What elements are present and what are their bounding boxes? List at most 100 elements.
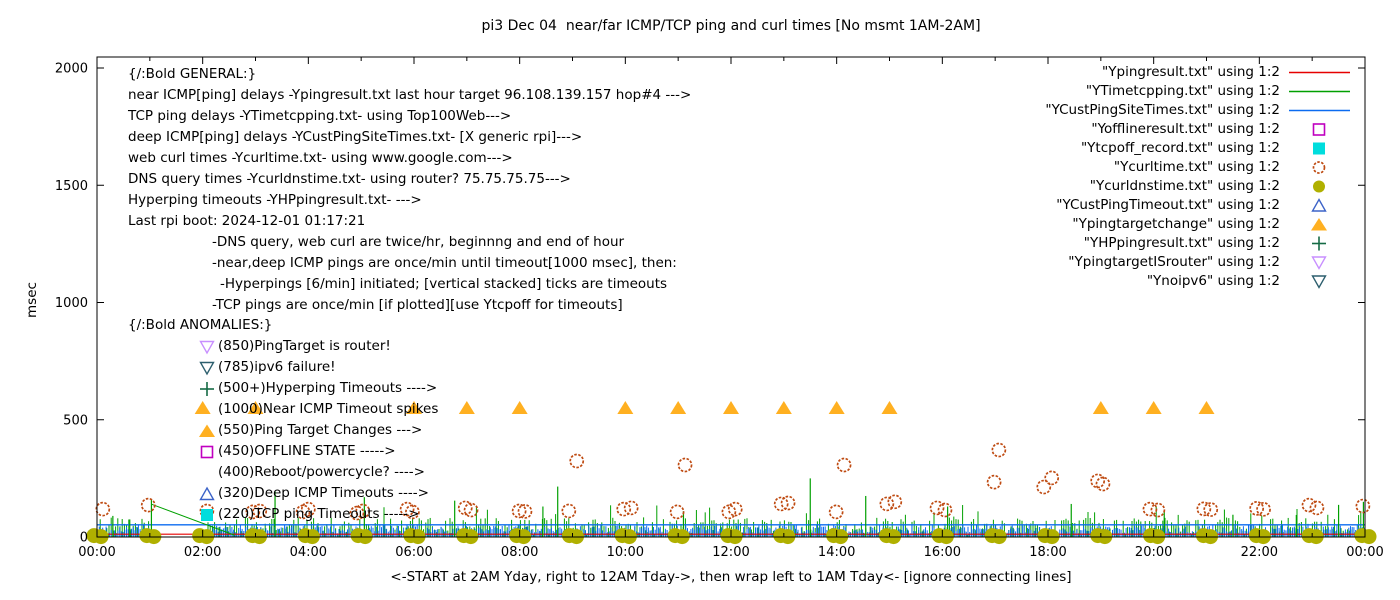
data-point-curl bbox=[879, 496, 895, 512]
legend-label: "YpingtargetISrouter" using 1:2 bbox=[1068, 254, 1280, 270]
chart-title: pi3 Dec 04 near/far ICMP/TCP ping and cu… bbox=[481, 18, 981, 34]
legend-label: "Ypingtargetchange" using 1:2 bbox=[1072, 216, 1280, 232]
marker-triangle-filled-icon bbox=[199, 424, 215, 437]
data-point-curl bbox=[1301, 497, 1317, 513]
data-point-curl bbox=[300, 501, 316, 517]
x-tick-label: 04:00 bbox=[290, 545, 327, 560]
data-point-targetchange bbox=[723, 401, 739, 415]
legend-item: "YpingtargetISrouter" using 1:2 bbox=[0, 253, 1400, 272]
marker-hline-icon bbox=[1289, 90, 1350, 93]
y-tick-label: 2000 bbox=[55, 62, 88, 77]
marker-triangle-down-open-icon bbox=[1311, 275, 1327, 289]
data-point-targetchange bbox=[670, 401, 687, 415]
data-point-targetchange bbox=[458, 401, 475, 415]
y-tick-label: 1500 bbox=[55, 179, 88, 194]
data-point-curl bbox=[1196, 501, 1212, 517]
data-point-curl bbox=[1095, 476, 1111, 492]
y-tick-label: 1000 bbox=[55, 296, 88, 311]
data-point-curl bbox=[929, 500, 945, 516]
data-point-curl bbox=[511, 503, 527, 519]
anomaly-note-line: (785)ipv6 failure! bbox=[218, 359, 336, 375]
marker-triangle-filled-icon bbox=[1311, 218, 1327, 231]
data-point-curl bbox=[937, 502, 953, 518]
marker-triangle-open-icon bbox=[1311, 198, 1327, 212]
legend-item: "Yofflineresult.txt" using 1:2 bbox=[0, 120, 1400, 139]
data-point-curl bbox=[517, 504, 533, 519]
data-point-curl bbox=[1150, 502, 1166, 518]
data-point-curl bbox=[405, 504, 420, 520]
legend-label: "Ynoipv6" using 1:2 bbox=[1146, 273, 1280, 289]
legend-item: "Ycurldnstime.txt" using 1:2 bbox=[0, 177, 1400, 196]
marker-circle-filled-icon bbox=[1313, 180, 1325, 193]
x-tick-label: 14:00 bbox=[818, 545, 855, 560]
data-point-curl bbox=[986, 474, 1002, 490]
legend-item: "YCustPingTimeout.txt" using 1:2 bbox=[0, 196, 1400, 215]
general-note-line: Hyperping timeouts -YHPpingresult.txt- -… bbox=[128, 192, 422, 208]
y-tick-label: 500 bbox=[63, 413, 88, 428]
data-point-curl bbox=[252, 503, 268, 519]
legend-label: "Ytcpoff_record.txt" using 1:2 bbox=[1080, 140, 1280, 156]
data-point-targetchange bbox=[828, 401, 845, 415]
x-tick-label: 22:00 bbox=[1241, 545, 1278, 560]
x-tick-label: 00:00 bbox=[1346, 545, 1383, 560]
anomaly-note-line: (500+)Hyperping Timeouts ----> bbox=[218, 380, 438, 396]
connecting-line bbox=[151, 503, 235, 536]
general-note-line: {/:Bold GENERAL:} bbox=[128, 66, 257, 82]
marker-plus-icon bbox=[1312, 236, 1326, 251]
data-point-curl bbox=[669, 504, 685, 520]
legend-label: "Ycurltime.txt" using 1:2 bbox=[1113, 159, 1280, 175]
anomaly-note-line: (220)TCP ping Timeouts -----> bbox=[218, 506, 420, 522]
data-point-curl bbox=[1309, 500, 1325, 516]
data-point-targetchange bbox=[247, 401, 264, 415]
y-tick-label: 0 bbox=[80, 531, 88, 546]
anomaly-note-line: (550)Ping Target Changes ---> bbox=[218, 422, 423, 438]
x-tick-label: 02:00 bbox=[184, 545, 221, 560]
x-axis-label: <-START at 2AM Yday, right to 12AM Tday-… bbox=[390, 569, 1072, 585]
x-tick-label: 10:00 bbox=[607, 545, 644, 560]
data-point-targetchange bbox=[511, 401, 528, 415]
x-tick-label: 08:00 bbox=[501, 545, 538, 560]
anomaly-note-line: (850)PingTarget is router! bbox=[218, 338, 391, 354]
data-point-curl bbox=[463, 502, 479, 518]
data-point-curl bbox=[780, 495, 796, 511]
data-point-targetchange bbox=[1198, 401, 1215, 415]
data-point-curl bbox=[828, 504, 844, 520]
legend-item: "Ynoipv6" using 1:2 bbox=[0, 272, 1400, 291]
data-point-curl bbox=[295, 504, 311, 520]
general-note-line: -Hyperpings [6/min] initiated; [vertical… bbox=[220, 276, 668, 292]
anomaly-note-line: (1000)Near ICMP Timeout spikes bbox=[218, 401, 439, 417]
marker-square-filled-icon bbox=[201, 509, 213, 521]
data-point-targetchange bbox=[617, 401, 634, 415]
data-point-curl bbox=[95, 501, 111, 517]
data-point-curl bbox=[399, 501, 415, 517]
data-point-curl bbox=[991, 442, 1007, 458]
x-tick-label: 12:00 bbox=[712, 545, 749, 560]
x-tick-label: 06:00 bbox=[395, 545, 432, 560]
marker-triangle-down-open-icon bbox=[199, 340, 215, 355]
legend-item: "Ycurltime.txt" using 1:2 bbox=[0, 158, 1400, 177]
legend-label: "YCustPingTimeout.txt" using 1:2 bbox=[1056, 197, 1280, 213]
data-point-curl bbox=[1249, 501, 1265, 516]
data-point-curl bbox=[677, 457, 693, 473]
legend-item: "YCustPingSiteTimes.txt" using 1:2 bbox=[0, 101, 1400, 120]
data-point-curl bbox=[623, 500, 639, 516]
general-note-line: DNS query times -Ycurldnstime.txt- using… bbox=[128, 171, 571, 187]
general-note-line: -TCP pings are once/min [if plotted][use… bbox=[212, 297, 623, 313]
general-note-line: near ICMP[ping] delays -Ypingresult.txt … bbox=[128, 87, 692, 103]
data-point-curl bbox=[773, 496, 789, 512]
marker-circle-open-icon bbox=[1312, 161, 1326, 174]
general-note-line: TCP ping delays -YTimetcpping.txt- using… bbox=[128, 108, 512, 124]
marker-triangle-down-open-icon bbox=[199, 361, 215, 376]
data-point-targetchange bbox=[1092, 401, 1109, 415]
general-note-line: deep ICMP[ping] delays -YCustPingSiteTim… bbox=[128, 129, 583, 145]
data-point-targetchange bbox=[1145, 401, 1162, 415]
legend-item: "YTimetcpping.txt" using 1:2 bbox=[0, 82, 1400, 101]
data-point-targetchange bbox=[194, 401, 211, 415]
marker-triangle-down-open-icon bbox=[1311, 256, 1327, 270]
data-point-curl bbox=[1142, 501, 1158, 517]
data-point-curl bbox=[569, 453, 585, 469]
general-note-line: web curl times -Ycurltime.txt- using www… bbox=[128, 150, 513, 166]
data-point-curl bbox=[140, 497, 156, 513]
